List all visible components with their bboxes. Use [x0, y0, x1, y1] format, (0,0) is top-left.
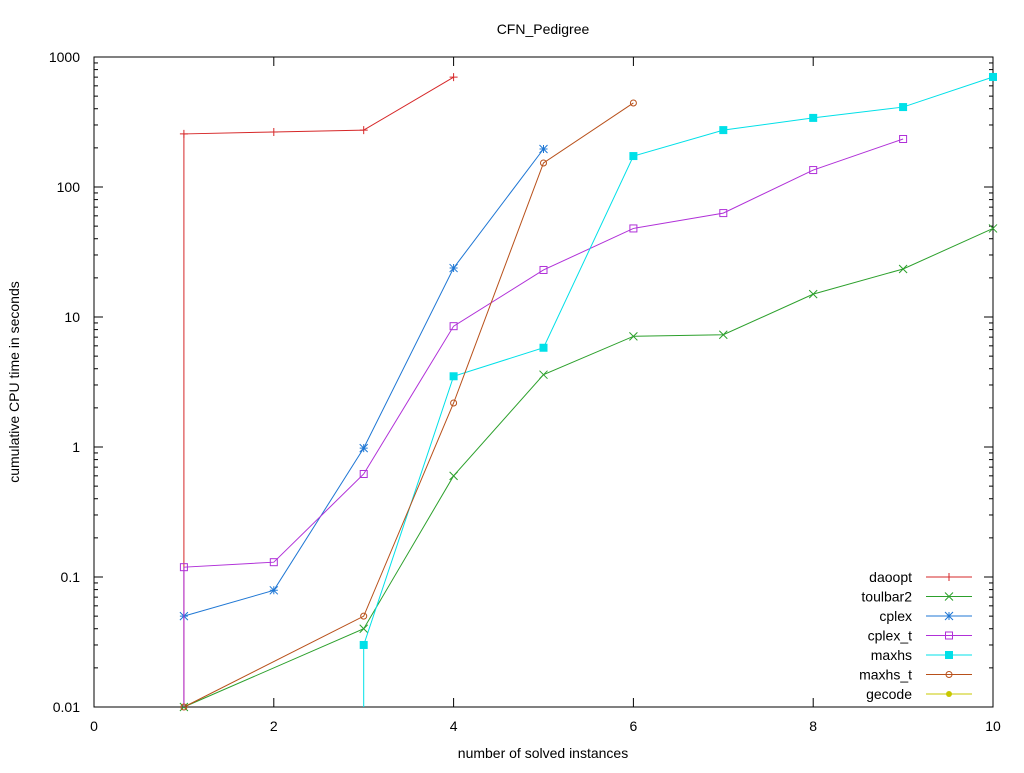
- data-point: [359, 469, 368, 478]
- y-tick-label: 100: [57, 179, 81, 195]
- x-tick-label: 6: [630, 718, 638, 734]
- data-point: [539, 265, 548, 274]
- series-toulbar2: [179, 224, 998, 712]
- data-point: [719, 209, 728, 218]
- y-tick-label: 0.01: [53, 699, 80, 715]
- data-point: [718, 330, 728, 340]
- data-point: [269, 127, 278, 136]
- data-point: [449, 263, 458, 273]
- y-tick-label: 1: [72, 439, 80, 455]
- legend-label: toulbar2: [861, 589, 912, 605]
- series-line: [183, 138, 904, 707]
- data-point: [179, 563, 188, 572]
- data-point: [629, 99, 637, 107]
- series-line: [183, 148, 544, 617]
- legend-label: daoopt: [869, 569, 912, 585]
- x-tick-label: 2: [270, 718, 278, 734]
- x-tick-label: 0: [90, 718, 98, 734]
- legend-entry: cplex: [879, 608, 972, 624]
- data-point: [808, 289, 818, 299]
- legend-entry: maxhs: [871, 647, 972, 663]
- plot-border: [93, 56, 994, 708]
- x-tick-label: 8: [809, 718, 817, 734]
- data-point: [944, 592, 954, 601]
- series-line: [183, 102, 634, 708]
- data-point: [449, 372, 458, 381]
- data-point: [629, 331, 638, 341]
- x-axis-label: number of solved instances: [458, 745, 628, 761]
- data-point: [809, 113, 818, 122]
- legend-entry: maxhs_t: [859, 667, 972, 683]
- data-point: [269, 585, 279, 595]
- legend-entry: cplex_t: [868, 628, 972, 644]
- data-point: [809, 166, 818, 175]
- data-point: [898, 264, 908, 274]
- series-maxhs: [359, 72, 997, 707]
- data-point: [899, 135, 908, 144]
- y-tick-label: 10: [64, 309, 80, 325]
- legend-label: maxhs_t: [859, 667, 912, 683]
- data-point: [629, 152, 638, 161]
- legend-label: gecode: [866, 686, 912, 702]
- data-point: [449, 471, 458, 481]
- data-point: [449, 322, 458, 331]
- data-point: [359, 624, 369, 634]
- data-point: [988, 224, 998, 233]
- chart-title: CFN_Pedigree: [497, 21, 590, 37]
- data-point: [359, 443, 369, 453]
- data-point: [629, 224, 638, 233]
- series-cplex: [179, 144, 548, 621]
- data-point: [360, 612, 368, 620]
- legend-entry: gecode: [866, 686, 972, 702]
- legend-label: maxhs: [871, 647, 912, 663]
- data-point: [359, 640, 368, 649]
- x-tick-label: 10: [985, 718, 1001, 734]
- legend-label: cplex_t: [868, 628, 912, 644]
- data-point: [359, 126, 368, 135]
- data-point: [180, 703, 188, 711]
- data-point: [945, 671, 953, 678]
- data-point: [899, 103, 908, 112]
- data-point: [945, 573, 953, 581]
- series-maxhs_t: [180, 99, 637, 711]
- data-point: [946, 691, 952, 697]
- data-point: [945, 631, 953, 640]
- y-tick-label: 1000: [49, 49, 80, 65]
- data-point: [539, 343, 548, 352]
- data-point: [450, 399, 458, 407]
- y-axis-label: cumulative CPU time in seconds: [6, 281, 22, 483]
- data-point: [539, 370, 548, 380]
- series-daoopt: [179, 73, 458, 707]
- legend-entry: daoopt: [869, 569, 972, 585]
- data-point: [989, 72, 997, 81]
- y-tick-label: 0.1: [61, 569, 81, 585]
- data-point: [719, 126, 728, 135]
- data-point: [945, 651, 953, 659]
- legend-label: cplex: [879, 608, 912, 624]
- data-point: [944, 611, 954, 621]
- data-point: [449, 73, 458, 82]
- legend-entry: toulbar2: [861, 589, 972, 605]
- data-point: [269, 558, 278, 567]
- data-point: [540, 159, 547, 167]
- data-point: [179, 129, 188, 138]
- series-cplex_t: [179, 135, 908, 707]
- data-point: [539, 144, 548, 154]
- x-tick-label: 4: [450, 718, 458, 734]
